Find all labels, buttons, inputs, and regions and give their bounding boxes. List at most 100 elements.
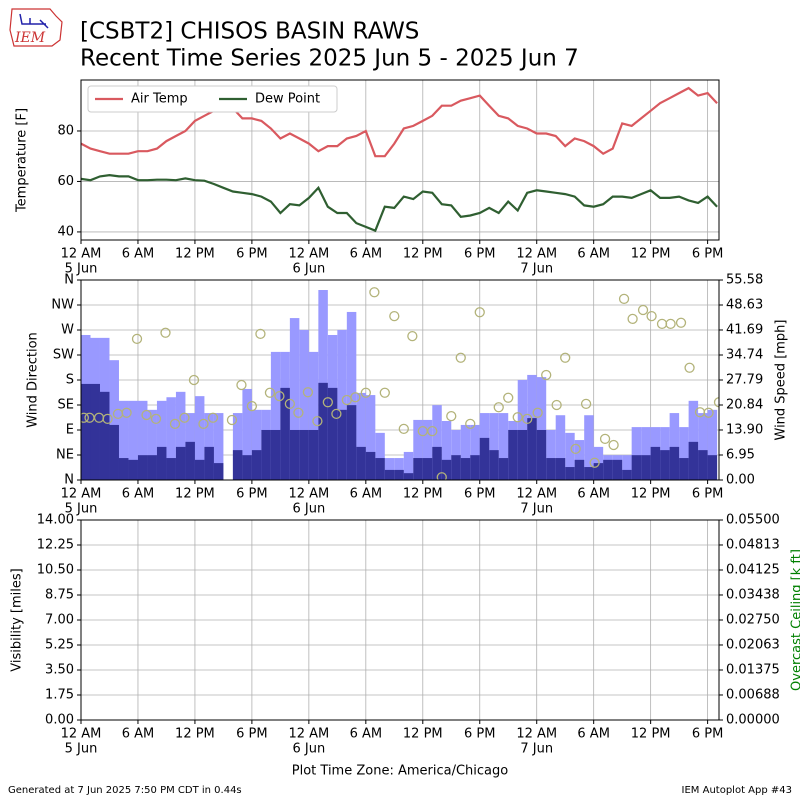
speed-bar xyxy=(261,429,271,480)
speed-bar xyxy=(479,437,490,480)
speed-bar xyxy=(508,429,518,480)
direction-point xyxy=(121,407,132,418)
direction-point xyxy=(465,418,476,430)
line-series xyxy=(81,173,718,233)
speed-bar xyxy=(185,441,195,480)
x-tick-date: 6 Jun xyxy=(292,262,325,277)
speed-bar xyxy=(641,455,651,480)
x-tick-label: 6 PM xyxy=(236,727,267,742)
x-tick-date: 5 Jun xyxy=(65,502,98,517)
direction-point xyxy=(331,408,342,420)
speed-bar xyxy=(175,391,186,480)
direction-point xyxy=(81,412,89,423)
x-tick-date: 7 Jun xyxy=(520,502,553,517)
speed-bar xyxy=(403,473,414,480)
y-axis-label: Wind Direction xyxy=(26,332,41,428)
x-tick-label: 6 PM xyxy=(236,247,267,262)
speed-bar xyxy=(166,397,176,480)
y-tick-label: 7.00 xyxy=(45,613,74,628)
direction-point xyxy=(599,433,611,445)
direction-point xyxy=(446,410,457,422)
logo-outline xyxy=(9,8,63,47)
speed-bar xyxy=(299,429,309,480)
x-tick-date: 6 Jun xyxy=(292,502,325,517)
speed-bar xyxy=(432,405,442,480)
speed-bar xyxy=(565,432,575,480)
x-axis-label: Plot Time Zone: America/Chicago xyxy=(292,764,508,779)
direction-point xyxy=(264,387,276,398)
y2-tick-label: 0.05500 xyxy=(726,513,780,528)
x-tick-label: 6 AM xyxy=(122,247,155,262)
speed-bar xyxy=(422,458,433,480)
direction-point xyxy=(551,399,562,411)
speed-bar xyxy=(346,405,357,480)
direction-point xyxy=(474,307,485,318)
direction-point xyxy=(407,330,418,342)
direction-point xyxy=(141,409,152,421)
speed-bar xyxy=(546,458,556,480)
direction-point xyxy=(541,369,552,381)
legend-label: Dew Point xyxy=(255,92,320,107)
x-tick-label: 6 PM xyxy=(464,487,495,502)
y2-tick-label: 0.00 xyxy=(726,473,755,488)
x-tick-label: 6 PM xyxy=(692,727,723,742)
x-tick-label: 12 AM xyxy=(288,487,329,502)
speed-bar xyxy=(622,469,632,480)
y2-tick-label: 13.90 xyxy=(726,422,763,437)
speed-bar xyxy=(375,458,385,480)
speed-bar xyxy=(318,382,328,480)
speed-bar xyxy=(128,459,138,480)
y2-tick-label: 0.00688 xyxy=(726,687,780,702)
direction-point xyxy=(532,407,543,418)
y-tick-label: S xyxy=(66,373,74,388)
direction-point xyxy=(436,472,447,480)
legend-label: Air Temp xyxy=(131,92,188,107)
speed-bar xyxy=(327,387,338,480)
direction-point xyxy=(350,392,361,403)
speed-bar xyxy=(128,400,138,480)
speed-bar xyxy=(546,429,556,480)
speed-bar xyxy=(242,388,252,480)
direction-point xyxy=(580,398,592,410)
y-tick-label: N xyxy=(64,273,74,288)
direction-point xyxy=(360,387,371,398)
speed-bar xyxy=(650,446,661,480)
speed-bar xyxy=(688,441,699,480)
x-tick-label: 12 AM xyxy=(61,247,102,262)
y-tick-label: NE xyxy=(56,448,74,463)
speed-bar xyxy=(299,329,309,480)
direction-point xyxy=(207,412,219,423)
speed-bar xyxy=(555,415,566,480)
x-tick-date: 7 Jun xyxy=(520,742,553,757)
direction-point xyxy=(608,439,619,451)
x-tick-label: 12 PM xyxy=(175,727,215,742)
speed-bar xyxy=(147,409,157,480)
speed-bar xyxy=(527,418,537,480)
y2-tick-label: 0.01375 xyxy=(726,663,780,678)
speed-bar xyxy=(489,413,499,480)
speed-bar xyxy=(365,451,376,480)
direction-point xyxy=(322,397,333,408)
direction-point xyxy=(560,352,571,363)
speed-bar xyxy=(432,446,442,480)
logo-text: IEM xyxy=(14,30,46,46)
y2-axis-label: Wind Speed [mph] xyxy=(774,320,789,441)
speed-bar xyxy=(669,446,680,480)
y-tick-label: 10.50 xyxy=(37,563,74,578)
speed-bar xyxy=(242,455,252,480)
y2-tick-label: 0.02750 xyxy=(726,613,780,628)
speed-bar xyxy=(156,446,167,480)
direction-point xyxy=(589,457,600,468)
speed-bar xyxy=(137,455,148,480)
plot-area xyxy=(81,80,719,240)
x-tick-label: 12 PM xyxy=(631,247,671,262)
y2-tick-label: 0.04125 xyxy=(726,563,780,578)
speed-bar xyxy=(451,429,461,480)
speed-bar xyxy=(660,450,670,480)
x-tick-label: 6 AM xyxy=(350,727,383,742)
speed-bar xyxy=(460,458,471,480)
y2-tick-label: 34.74 xyxy=(726,347,763,362)
speed-bar xyxy=(375,432,385,480)
speed-bar xyxy=(99,391,110,480)
y2-tick-label: 48.63 xyxy=(726,298,763,313)
